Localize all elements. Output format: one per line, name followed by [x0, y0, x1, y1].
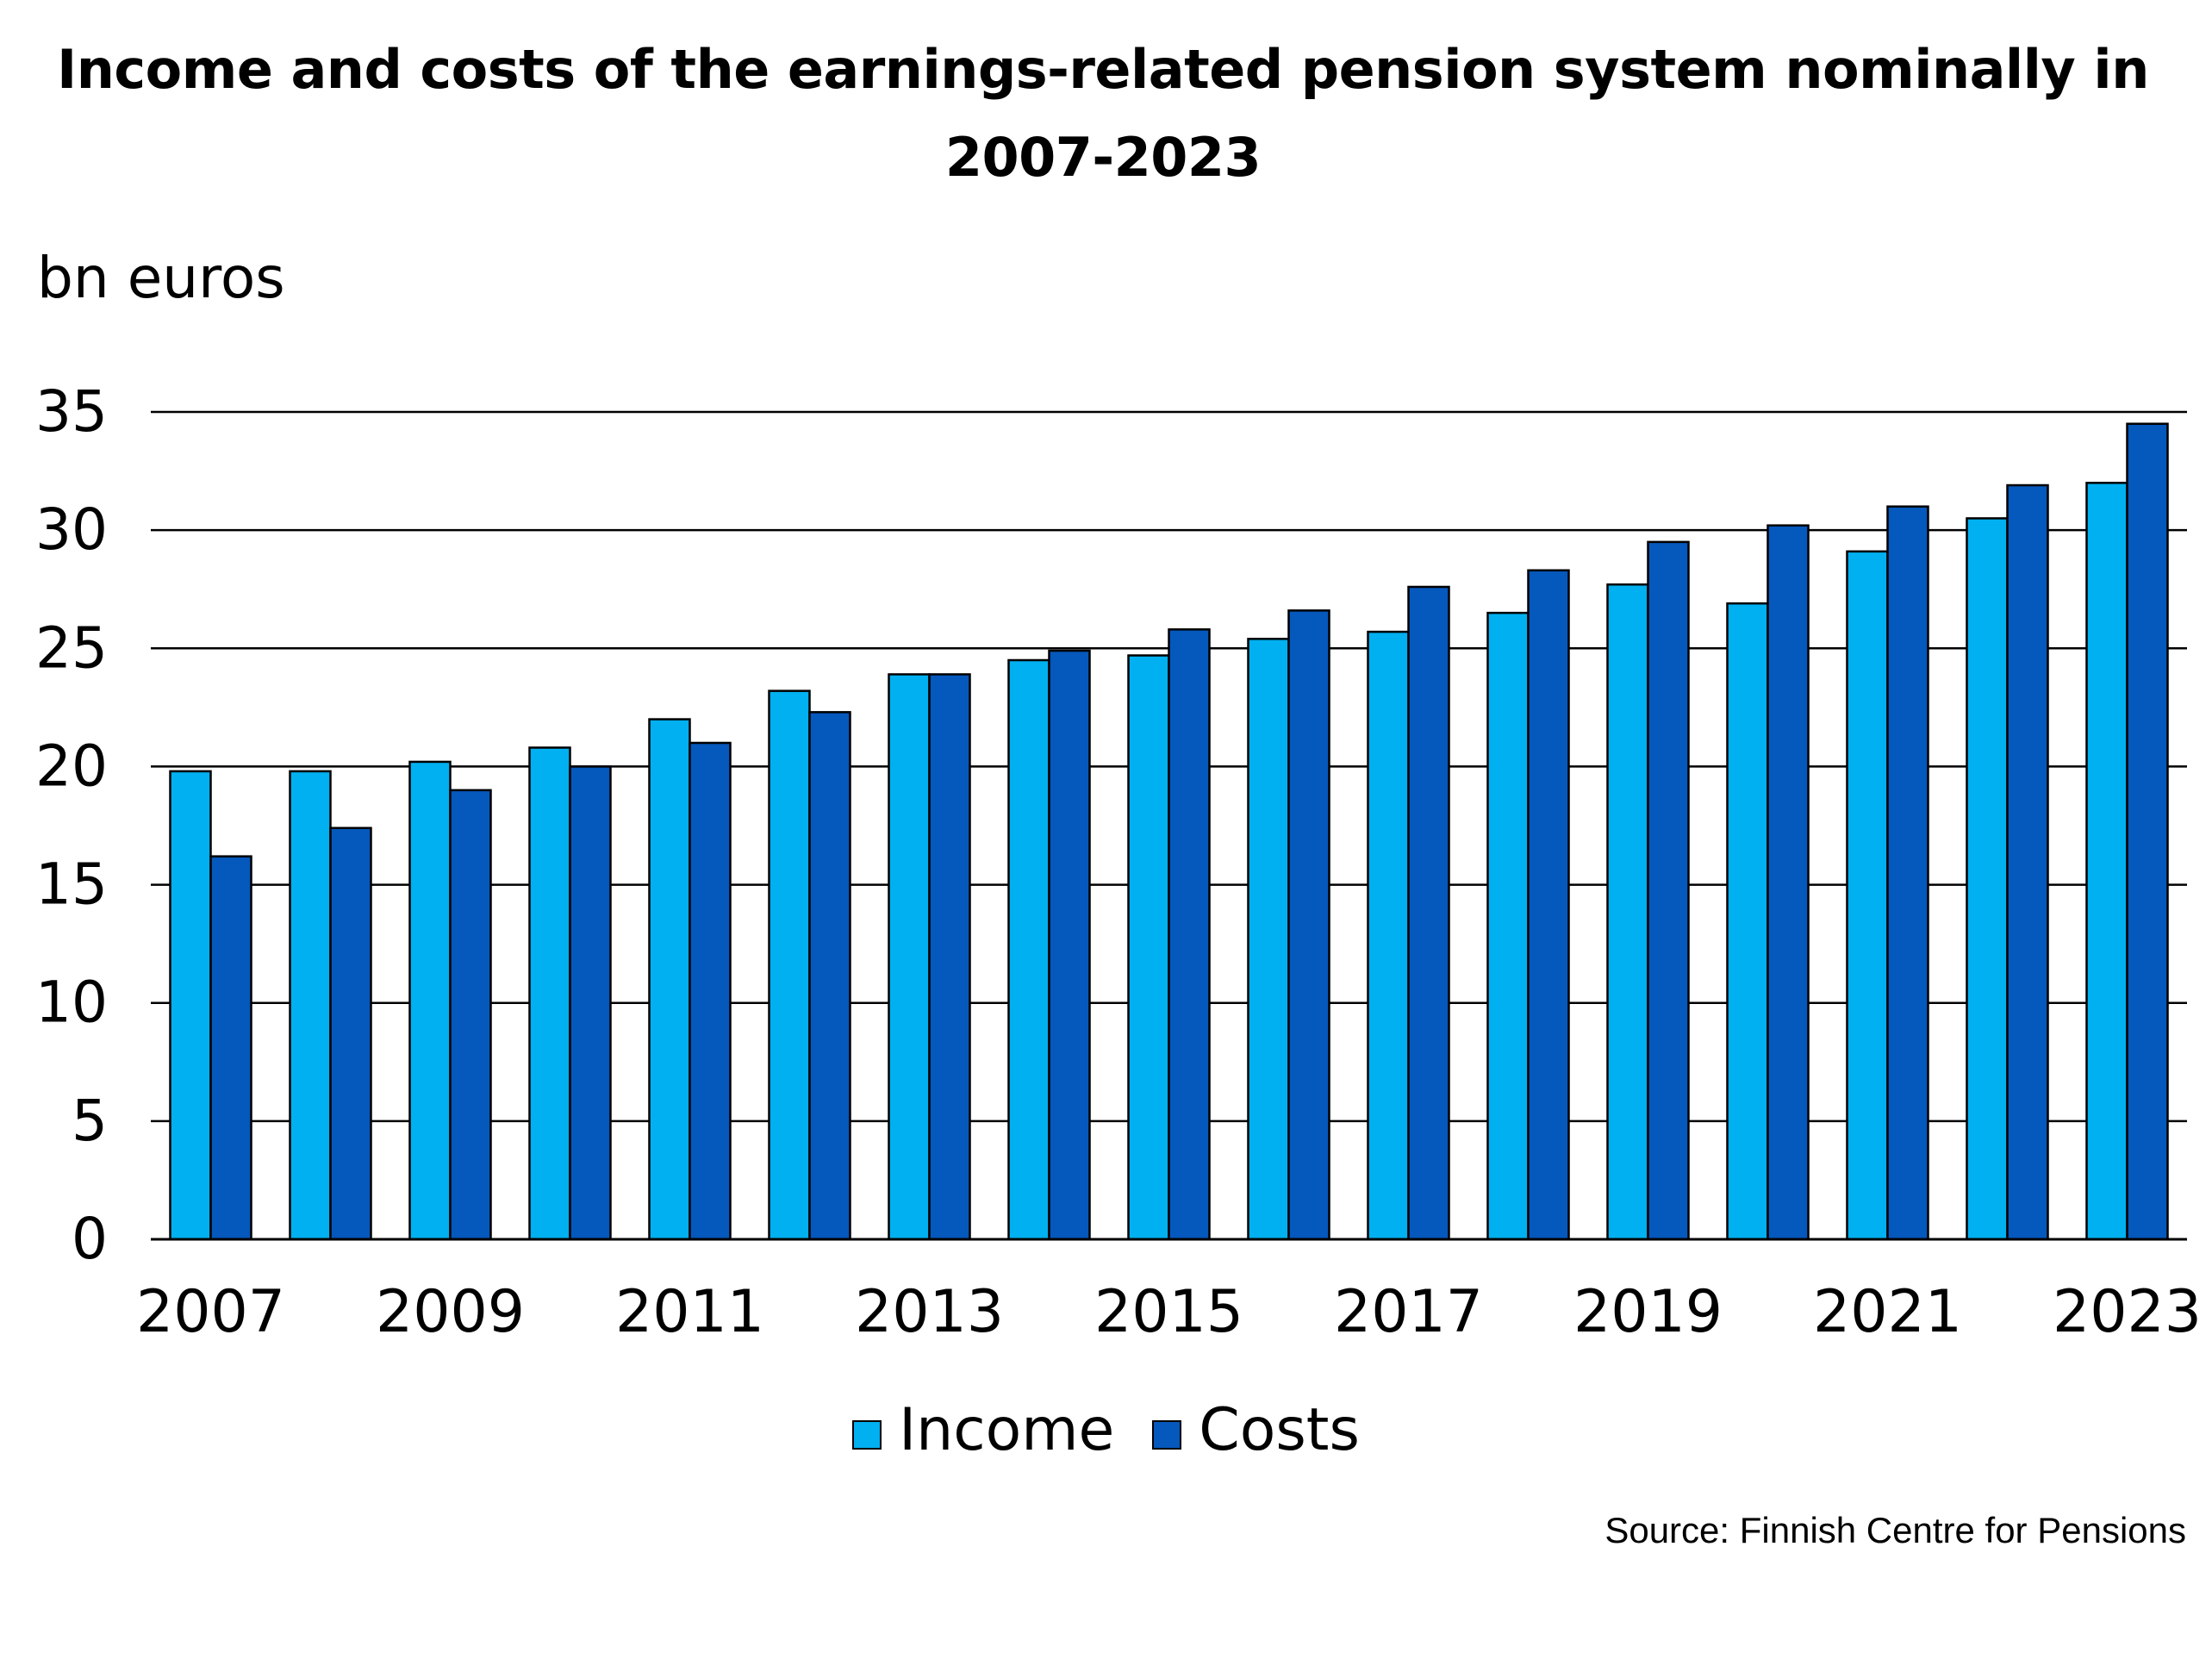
- bar-income-2008: [289, 770, 332, 1241]
- bar-income-2012: [768, 689, 811, 1241]
- bar-costs-2011: [689, 741, 732, 1241]
- bar-costs-2019: [1647, 540, 1690, 1241]
- bar-costs-2008: [329, 826, 372, 1241]
- x-tick-label: 2015: [1094, 1278, 1243, 1346]
- bar-income-2011: [648, 718, 691, 1241]
- bar-costs-2016: [1287, 609, 1330, 1241]
- bar-costs-2007: [209, 855, 252, 1241]
- legend-item-costs: Costs: [1152, 1396, 1360, 1464]
- y-tick-label: 35: [35, 378, 108, 445]
- bar-costs-2012: [808, 711, 851, 1241]
- legend-label-costs: Costs: [1199, 1396, 1360, 1464]
- bar-costs-2020: [1766, 524, 1810, 1241]
- legend-label-income: Income: [899, 1396, 1115, 1464]
- bar-income-2013: [888, 673, 931, 1241]
- bar-income-2022: [1966, 517, 2009, 1241]
- bar-costs-2022: [2006, 483, 2049, 1241]
- x-tick-label: 2009: [376, 1278, 525, 1346]
- bar-income-2010: [528, 746, 571, 1241]
- bar-income-2016: [1247, 638, 1290, 1241]
- x-tick-label: 2023: [2053, 1278, 2202, 1346]
- bar-income-2020: [1726, 602, 1769, 1241]
- y-tick-label: 20: [35, 733, 108, 799]
- bar-costs-2009: [449, 789, 492, 1241]
- legend: Income Costs: [0, 1396, 2212, 1464]
- y-tick-label: 0: [72, 1206, 108, 1272]
- bar-income-2018: [1486, 611, 1530, 1241]
- x-tick-label: 2019: [1573, 1278, 1723, 1346]
- bar-costs-2017: [1407, 585, 1450, 1241]
- y-tick-label: 25: [35, 614, 108, 681]
- x-tick-label: 2017: [1334, 1278, 1483, 1346]
- bar-income-2007: [169, 770, 212, 1241]
- y-axis-ticks: 0 5 10 15 20 25 30 35: [35, 378, 108, 1272]
- x-tick-label: 2011: [615, 1278, 764, 1346]
- bar-costs-2021: [1886, 505, 1929, 1241]
- chart-title: Income and costs of the earnings-related…: [57, 38, 2149, 189]
- x-tick-label: 2013: [855, 1278, 1004, 1346]
- bar-costs-2010: [569, 765, 612, 1241]
- bar-costs-2018: [1527, 569, 1570, 1241]
- y-tick-label: 15: [35, 851, 108, 918]
- bar-income-2014: [1007, 658, 1050, 1241]
- legend-item-income: Income: [852, 1396, 1114, 1464]
- bar-costs-2023: [2126, 422, 2169, 1241]
- y-tick-label: 30: [35, 496, 108, 563]
- source-note: Source: Finnish Centre for Pensions: [1604, 1510, 2186, 1550]
- y-tick-label: 5: [72, 1088, 108, 1154]
- bar-income-2021: [1846, 550, 1889, 1241]
- bar-costs-2014: [1048, 649, 1091, 1241]
- bar-income-2023: [2085, 482, 2128, 1241]
- legend-swatch-costs: [1152, 1419, 1182, 1450]
- bar-income-2017: [1367, 630, 1410, 1241]
- bar-costs-2013: [928, 673, 971, 1241]
- x-axis-ticks: 2007 2009 2011 2013 2015 2017 2019 2021 2023: [136, 1278, 2202, 1346]
- x-tick-label: 2021: [1813, 1278, 1962, 1346]
- bar-income-2015: [1127, 654, 1170, 1241]
- bar-income-2019: [1606, 583, 1649, 1241]
- bar-income-2009: [408, 760, 452, 1241]
- bar-costs-2015: [1168, 628, 1211, 1241]
- legend-swatch-income: [852, 1419, 882, 1450]
- x-tick-label: 2007: [136, 1278, 285, 1346]
- bars: [151, 422, 2187, 1241]
- y-tick-label: 10: [35, 970, 108, 1036]
- y-axis-unit-label: bn euros: [37, 245, 285, 311]
